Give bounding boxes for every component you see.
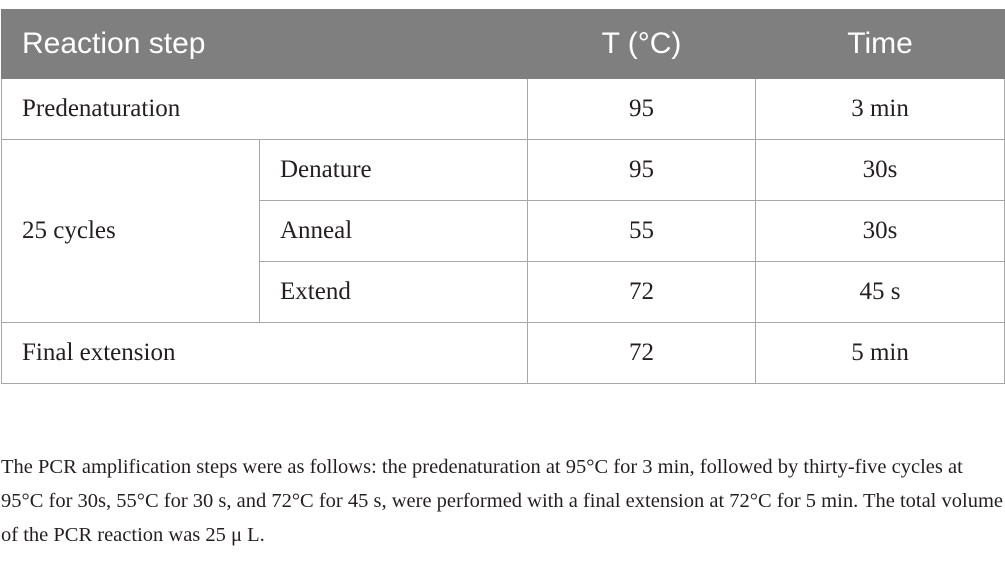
temp-cell: 72 bbox=[527, 322, 757, 384]
step-cell: Predenaturation bbox=[0, 78, 529, 140]
table-footnote: The PCR amplification steps were as foll… bbox=[1, 456, 1003, 546]
header-temperature: T (°C) bbox=[527, 9, 757, 79]
temp-cell: 95 bbox=[527, 78, 757, 140]
cycles-label-cell: 25 cycles bbox=[1, 139, 260, 323]
table-header-row: Reaction step T (°C) Time bbox=[0, 9, 1005, 79]
step-cell: Final extension bbox=[0, 322, 529, 384]
step-cell: Anneal bbox=[258, 200, 529, 262]
time-cell: 45 s bbox=[755, 261, 1005, 323]
time-cell: 30s bbox=[755, 200, 1005, 262]
step-cell: Denature bbox=[258, 139, 529, 201]
header-reaction-step: Reaction step bbox=[0, 9, 529, 79]
table-row-denature: 25 cycles Denature 95 30s bbox=[1, 139, 1005, 323]
header-time: Time bbox=[755, 9, 1005, 79]
step-cell: Extend bbox=[258, 261, 529, 323]
temp-cell: 55 bbox=[527, 200, 757, 262]
temp-cell: 72 bbox=[527, 261, 757, 323]
table-row-final-extension: Final extension 72 5 min bbox=[0, 322, 1005, 384]
table-row-anneal: Anneal 55 30s bbox=[2, 200, 1005, 262]
time-cell: 3 min bbox=[755, 78, 1005, 140]
pcr-steps-table: Reaction step T (°C) Time Predenaturatio… bbox=[0, 9, 1005, 384]
table-row-predenaturation: Predenaturation 95 3 min bbox=[0, 78, 1005, 140]
time-cell: 5 min bbox=[755, 322, 1005, 384]
temp-cell: 95 bbox=[527, 139, 757, 201]
time-cell: 30s bbox=[755, 139, 1005, 201]
